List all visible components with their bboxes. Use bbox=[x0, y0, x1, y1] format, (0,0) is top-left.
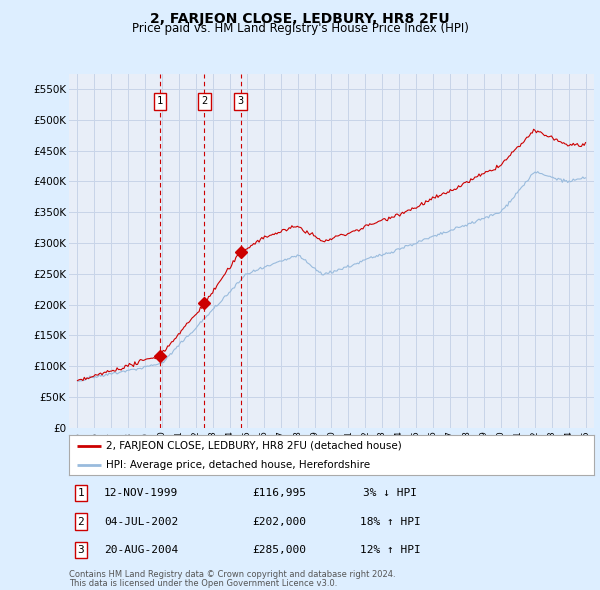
Text: HPI: Average price, detached house, Herefordshire: HPI: Average price, detached house, Here… bbox=[106, 460, 370, 470]
Text: This data is licensed under the Open Government Licence v3.0.: This data is licensed under the Open Gov… bbox=[69, 579, 337, 588]
Text: 1: 1 bbox=[157, 96, 163, 106]
Text: 2, FARJEON CLOSE, LEDBURY, HR8 2FU: 2, FARJEON CLOSE, LEDBURY, HR8 2FU bbox=[150, 12, 450, 26]
Text: Contains HM Land Registry data © Crown copyright and database right 2024.: Contains HM Land Registry data © Crown c… bbox=[69, 571, 395, 579]
Text: 1: 1 bbox=[77, 489, 85, 498]
Text: 3: 3 bbox=[238, 96, 244, 106]
Text: £285,000: £285,000 bbox=[252, 545, 306, 555]
Text: 20-AUG-2004: 20-AUG-2004 bbox=[104, 545, 178, 555]
Text: 12-NOV-1999: 12-NOV-1999 bbox=[104, 489, 178, 498]
Text: 2: 2 bbox=[77, 517, 85, 526]
Text: 12% ↑ HPI: 12% ↑ HPI bbox=[359, 545, 421, 555]
Text: £116,995: £116,995 bbox=[252, 489, 306, 498]
Text: 04-JUL-2002: 04-JUL-2002 bbox=[104, 517, 178, 526]
Text: 2: 2 bbox=[202, 96, 208, 106]
Text: Price paid vs. HM Land Registry's House Price Index (HPI): Price paid vs. HM Land Registry's House … bbox=[131, 22, 469, 35]
Text: 3% ↓ HPI: 3% ↓ HPI bbox=[363, 489, 417, 498]
Text: £202,000: £202,000 bbox=[252, 517, 306, 526]
Text: 3: 3 bbox=[77, 545, 85, 555]
Text: 18% ↑ HPI: 18% ↑ HPI bbox=[359, 517, 421, 526]
Text: 2, FARJEON CLOSE, LEDBURY, HR8 2FU (detached house): 2, FARJEON CLOSE, LEDBURY, HR8 2FU (deta… bbox=[106, 441, 401, 451]
